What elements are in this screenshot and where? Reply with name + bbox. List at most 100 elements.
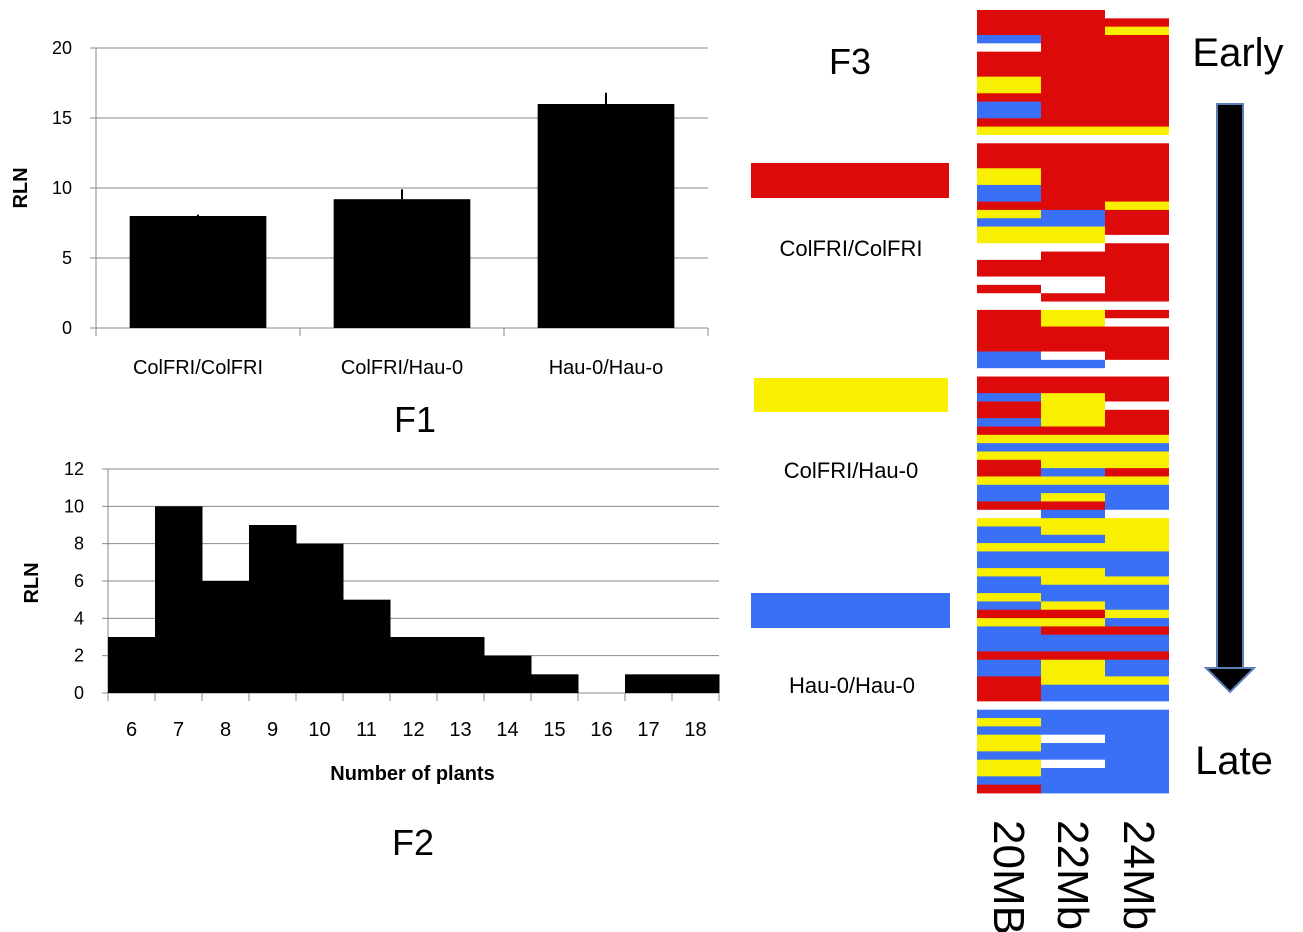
f3-cell (1105, 409, 1169, 419)
f2-bar (296, 543, 344, 693)
f3-cell (1041, 493, 1105, 502)
f3-cell (1041, 518, 1105, 527)
f3-column-label: 24Mb (1114, 820, 1163, 930)
f3-cell (1041, 368, 1105, 377)
f3-cell (1041, 168, 1105, 177)
f3-cell (1041, 176, 1105, 186)
f3-cell (1105, 676, 1169, 686)
early-to-late-arrow-icon (1203, 103, 1257, 694)
f3-cell (1041, 626, 1105, 636)
f3-cell (1041, 151, 1105, 161)
f3-cell (1041, 759, 1105, 769)
f3-cell (1041, 243, 1105, 252)
f3-cell (1041, 684, 1105, 694)
f3-cell (1041, 226, 1105, 236)
legend-swatch-colfri-colfri (751, 163, 949, 198)
f3-cell (977, 459, 1041, 469)
f1-panel-label: F1 (394, 399, 436, 440)
f3-cell (1041, 726, 1105, 736)
f3-cell (1041, 651, 1105, 661)
f3-cell (1041, 643, 1105, 652)
f3-cell (977, 518, 1041, 527)
f3-cell (1041, 384, 1105, 394)
f3-cell (977, 709, 1041, 719)
f3-cell (977, 668, 1041, 677)
f3-cell (1041, 484, 1105, 494)
f3-cell (1105, 459, 1169, 469)
f3-cell (1105, 659, 1169, 669)
f3-cell (1041, 143, 1105, 153)
f3-cell (1041, 159, 1105, 169)
f3-cell (977, 43, 1041, 53)
f3-cell (977, 651, 1041, 661)
f3-cell (977, 568, 1041, 577)
f2-xtick-label: 13 (449, 719, 471, 741)
f3-cell (977, 443, 1041, 452)
f3-cell (977, 576, 1041, 586)
f3-cell (1041, 734, 1105, 744)
f3-cell (1041, 93, 1105, 103)
f3-cell (977, 234, 1041, 244)
f3-cell (1105, 668, 1169, 677)
legend-label-colfri-hau0: ColFRI/Hau-0 (784, 458, 918, 483)
f3-cell (977, 401, 1041, 411)
f3-cell (1105, 109, 1169, 119)
f3-cell (977, 301, 1041, 311)
f3-cell (1105, 493, 1169, 502)
f2-xtick-label: 12 (402, 719, 424, 741)
f3-cell (1041, 751, 1105, 761)
f3-cell (977, 109, 1041, 119)
f3-cell (1041, 426, 1105, 436)
f3-cell (1105, 326, 1169, 336)
f3-cell (1105, 334, 1169, 344)
f3-cell (977, 476, 1041, 486)
f3-cell (1105, 576, 1169, 586)
f3-cell (1041, 459, 1105, 469)
f3-cell (1105, 18, 1169, 28)
f2-xtick-label: 6 (126, 719, 137, 741)
f3-cell (977, 701, 1041, 711)
f3-cell (977, 418, 1041, 427)
f3-cell (977, 351, 1041, 361)
f3-cell (977, 751, 1041, 761)
f3-cell (1041, 68, 1105, 78)
f3-cell (1041, 193, 1105, 202)
f3-cell (977, 343, 1041, 352)
f3-cell (977, 743, 1041, 752)
f2-ytick-label: 8 (74, 534, 84, 554)
f3-cell (1105, 134, 1169, 144)
f3-cell (977, 84, 1041, 94)
f3-cell (977, 776, 1041, 786)
f3-cell (1105, 126, 1169, 136)
f3-cell (1105, 384, 1169, 394)
f3-cell (977, 151, 1041, 161)
f1-bar-chart: 0 5 10 15 20 ColFRI/ColFRI ColFRI/Hau-0 Hau-0/H… (10, 38, 709, 379)
f3-cell (1041, 559, 1105, 569)
f2-bar (531, 674, 579, 693)
f3-cell (1105, 118, 1169, 128)
f3-cell (1105, 34, 1169, 44)
f3-cell (977, 784, 1041, 794)
f1-bar (333, 199, 471, 328)
f3-cell (1041, 101, 1105, 111)
f3-cell (977, 251, 1041, 261)
f3-cell (977, 193, 1041, 202)
f3-cell (1105, 643, 1169, 652)
f2-ytick-label: 10 (64, 496, 84, 516)
f3-cell (977, 609, 1041, 619)
f3-cell (1041, 301, 1105, 311)
f3-cell (1105, 718, 1169, 727)
f3-cell (977, 368, 1041, 377)
f3-cell (1041, 276, 1105, 286)
f3-cell (1105, 743, 1169, 752)
f2-bar (155, 506, 203, 693)
f3-cell (977, 451, 1041, 461)
f3-cell (977, 276, 1041, 286)
f3-cell (1041, 218, 1105, 227)
f3-cell (977, 326, 1041, 336)
f3-cell (1105, 726, 1169, 736)
f3-cell (1105, 609, 1169, 619)
f3-cell (977, 201, 1041, 211)
f3-cell (1041, 584, 1105, 594)
